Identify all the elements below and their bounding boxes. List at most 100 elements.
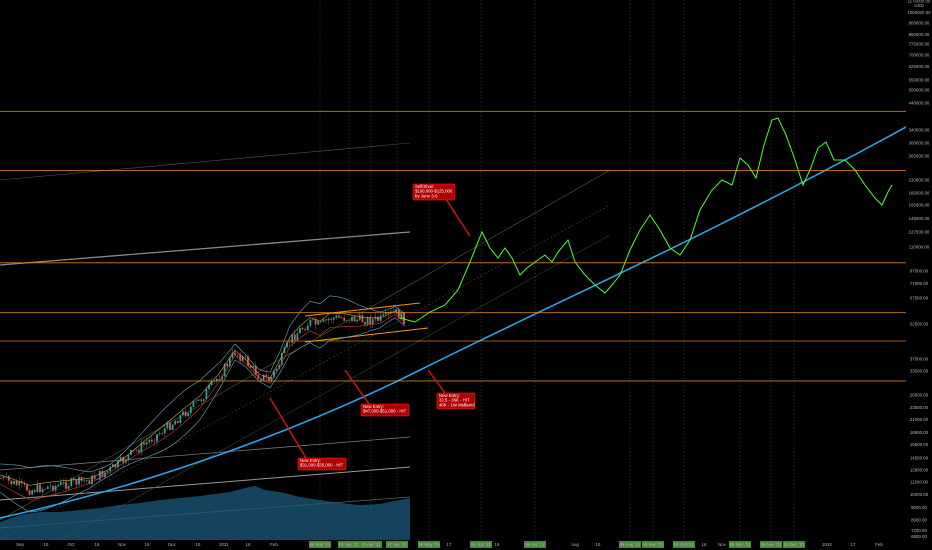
candle-body [234,352,236,355]
x-tick-label: Nov [118,542,127,547]
candle-body [309,319,312,326]
x-tick-label: 2021 [219,542,229,547]
y-tick-label: 300000.00 [909,140,930,145]
y-tick-label: 14500.00 [910,455,929,460]
candle-body [288,342,291,344]
channel-line [0,436,411,471]
candle-body [158,433,161,435]
candle-body [304,329,307,331]
candle-body [293,334,296,341]
y-tick-label: 500000.00 [909,87,930,92]
candle-body [353,316,356,322]
y-tick-label: 33500.00 [910,368,929,373]
candle-body [31,490,34,495]
annotation-text: New Entry: [363,404,384,409]
x-tick-label: 08 Mar '21 [310,542,331,547]
y-tick-label: 37500.00 [910,357,929,362]
candle-body [312,318,314,320]
annotation-box [297,457,347,471]
candle-body [117,460,119,468]
candle-body [260,378,262,381]
candle-body [223,363,226,377]
candle-body [145,442,148,445]
candle-body [184,411,187,417]
x-tick-label: Sep [16,542,24,547]
date-tag [360,541,382,548]
date-tag [470,541,492,548]
candle-body [15,480,18,486]
candle-body [218,378,221,380]
fib-line [59,234,611,541]
candle-body [187,413,190,417]
date-tag [729,541,751,548]
date-tag [338,541,360,548]
candle-body [197,399,200,401]
y-tick-label: 185000.00 [909,191,930,196]
candle-body [72,478,75,480]
channel-line [0,466,411,501]
x-tick-label: 16 [196,542,201,547]
candle-body [83,480,86,482]
x-tick-label: 2022 [822,542,832,547]
x-tick-label: Feb [875,542,883,547]
axis-unit: USD [914,3,923,8]
candle-body [340,317,343,319]
candle-body [59,482,62,485]
candle-body [345,320,348,322]
candle-body [226,363,229,367]
y-tick-label: 6800.00 [911,534,927,539]
candle-body [0,478,2,479]
y-tick-label: 52500.00 [910,322,929,327]
annotation-text: New Entry: [439,393,460,398]
y-tick-label: 23500.00 [910,405,929,410]
x-tick-label: 06 Jun '21 [471,542,492,547]
y-tick-label: 12900.00 [910,468,929,473]
candle-body [236,354,239,356]
x-tick-label: 16 [702,542,707,547]
y-tick-label: 440000.00 [909,101,930,106]
candle-body [153,441,156,443]
candle-body [228,357,231,367]
candle-body [195,400,197,402]
x-tick-label: 18 Sep '21 [643,542,664,547]
candle-body [299,328,301,334]
candle-body [163,428,166,434]
candle-body [7,476,10,481]
candle-body [111,464,114,468]
candle-body [179,415,182,424]
candle-body [106,471,109,473]
x-tick-label: 01 Oct '21 [674,542,694,547]
x-tick-label: 16 [95,542,100,547]
candle-body [390,311,392,314]
candle-body [182,411,184,416]
x-tick-label: 16 [495,542,500,547]
candle-body [176,420,179,424]
candle-body [114,464,117,468]
x-tick-label: Dec [168,542,177,547]
date-tag [418,541,440,548]
candle-body [382,314,385,316]
x-tick-label: Feb [270,542,278,547]
candle-body [62,482,65,483]
candle-body [247,356,249,366]
candle-body [57,484,60,486]
wedge-line [304,302,421,317]
annotation-text: 40K - 1W Midband [439,402,475,407]
y-tick-label: 1175000.00 [908,0,931,3]
x-tick-label: 01 Apr '21 [339,542,359,547]
candle-body [358,315,361,320]
candle-body [67,486,70,489]
candle-body [325,319,327,321]
candle-body [93,475,96,480]
band [0,314,406,500]
candle-body [39,484,41,493]
candle-body [96,479,99,480]
y-tick-label: 16500.00 [910,442,929,447]
candle-body [135,449,138,451]
candle-body [88,480,91,485]
x-tick-label: 28 May '21 [418,542,440,547]
candle-body [49,485,52,487]
candle-body [319,321,322,322]
